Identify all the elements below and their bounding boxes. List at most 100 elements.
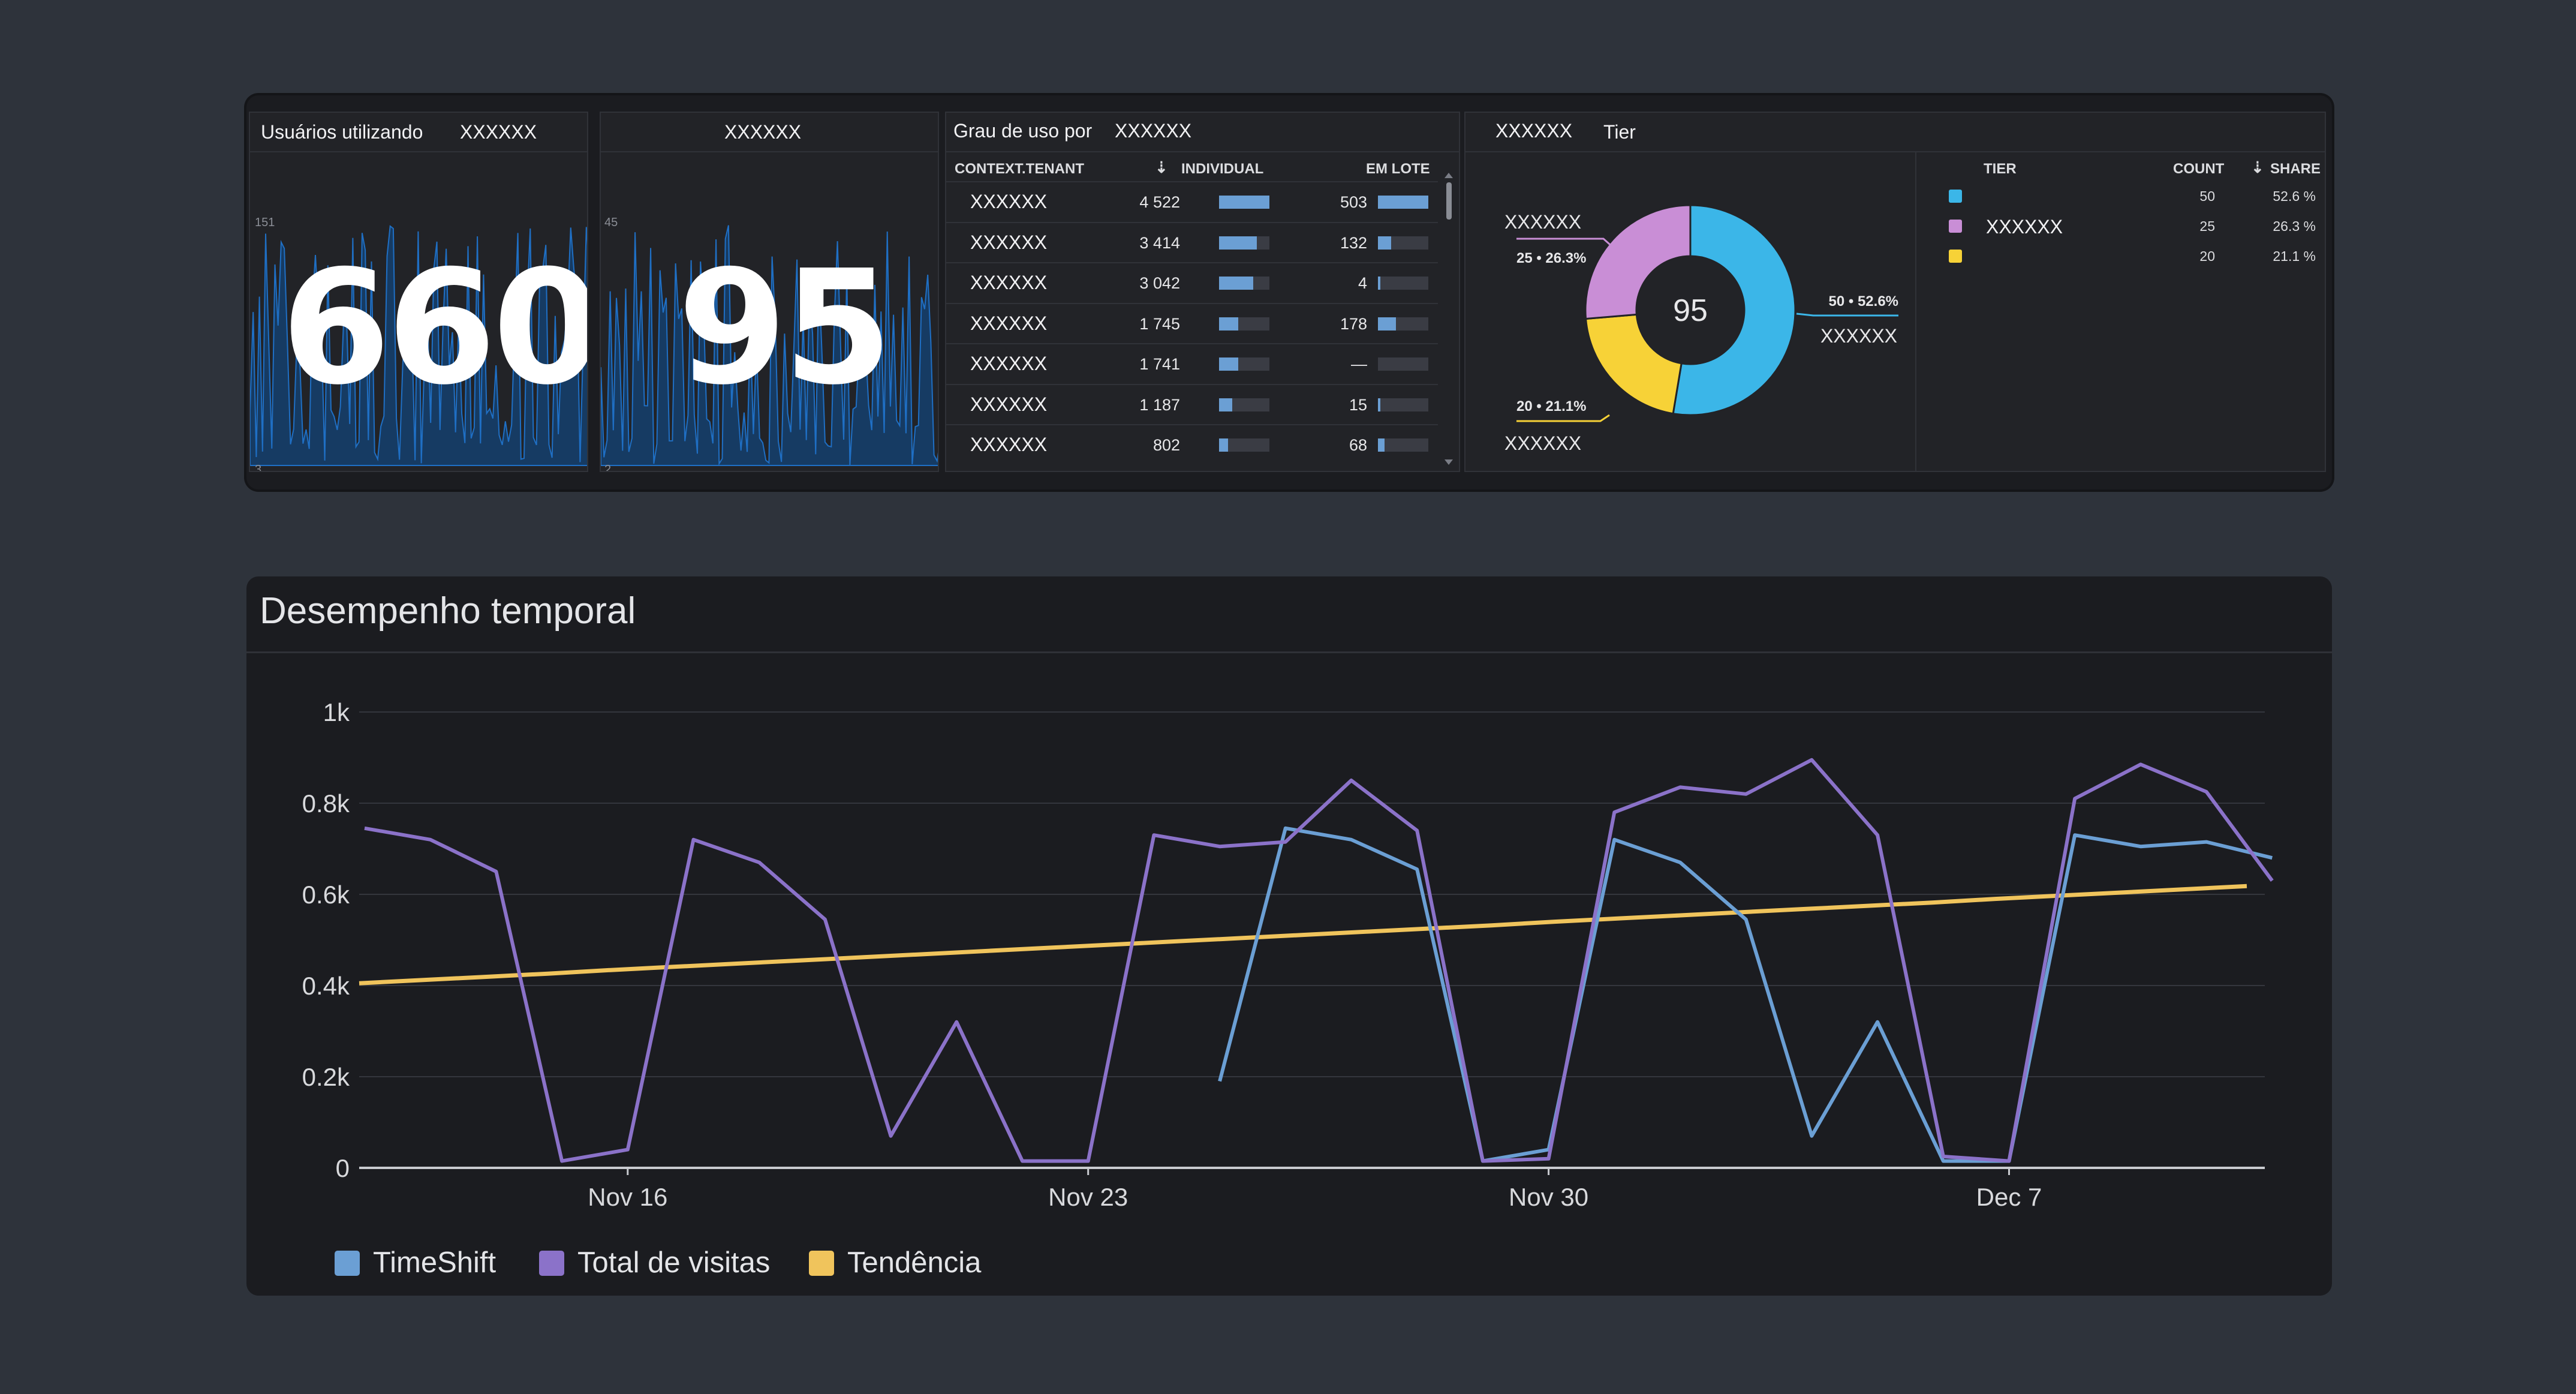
y-tick-label: 0.2k — [302, 1063, 350, 1091]
row-individual-bar-fill — [1219, 438, 1228, 452]
tier-legend-row[interactable]: XXXXXX 25 26.3 % — [1933, 211, 2323, 240]
leader-line — [1516, 238, 1615, 250]
tier-divider — [1915, 152, 1916, 471]
row-individual-value: 1 187 — [1139, 395, 1180, 414]
tier-legend-count: 50 — [2199, 188, 2215, 204]
legend-label-tendencia: Tendência — [847, 1246, 982, 1279]
table-row[interactable]: XXXXXX 3 042 4 — [946, 262, 1438, 302]
row-individual-bar — [1219, 357, 1269, 371]
tier-legend-row[interactable]: 50 52.6 % — [1933, 181, 2323, 210]
tier-legend-share: 21.1 % — [2273, 248, 2316, 264]
performance-line-chart[interactable]: 0 0.2k 0.4k 0.6k 0.8k 1k Nov 16 Nov 23 Nov 30 Dec… — [246, 576, 2332, 1296]
second-tile-name: XXXXXX — [724, 121, 802, 143]
leader-line — [1516, 414, 1610, 422]
row-lote-bar — [1378, 357, 1428, 371]
dashboard-top-panel: Usuários utilizando XXXXXX 151 3 660 XXX… — [246, 95, 2332, 489]
row-lote-bar — [1378, 398, 1428, 411]
row-individual-bar — [1219, 277, 1269, 290]
legend-col-tier[interactable]: TIER — [1984, 161, 2017, 177]
row-tenant-name: XXXXXX — [970, 191, 1048, 212]
row-individual-value: 4 522 — [1139, 193, 1180, 211]
donut-slice — [1584, 204, 1692, 320]
table-row[interactable]: XXXXXX 1 745 178 — [946, 302, 1438, 343]
tier-donut-chart[interactable]: 95 50 • 52.6% XXXXXX 20 • 21.1% XXXXXX 25 • 2… — [1465, 152, 1915, 472]
usage-table-column-headers: CONTEXT.TENANT ⇣ INDIVIDUAL EM LOTE — [946, 154, 1459, 181]
legend-label-total-visitas: Total de visitas — [577, 1246, 771, 1279]
scroll-thumb — [1446, 182, 1452, 220]
legend-col-share[interactable]: SHARE — [2270, 161, 2321, 177]
legend-col-count[interactable]: COUNT — [2173, 161, 2225, 177]
users-sparkline — [250, 225, 587, 466]
tier-tile-label: Tier — [1603, 121, 1636, 143]
sort-desc-icon[interactable]: ⇣ — [1155, 158, 1168, 176]
users-tile[interactable]: Usuários utilizando XXXXXX 151 3 660 — [249, 112, 588, 472]
column-context-tenant[interactable]: CONTEXT.TENANT — [955, 161, 1084, 177]
donut-center-value: 95 — [1673, 293, 1708, 328]
performance-panel: Desempenho temporal 0 0.2k 0.4k 0.6k 0.8k 1k N… — [246, 576, 2332, 1296]
row-individual-value: 1 741 — [1139, 355, 1180, 373]
row-lote-bar — [1378, 196, 1428, 209]
row-lote-bar — [1378, 438, 1428, 452]
table-scrollbar[interactable] — [1443, 173, 1454, 465]
legend-swatch-timeshift — [335, 1251, 360, 1276]
second-sparkline — [601, 225, 938, 466]
table-row[interactable]: XXXXXX 1 741 — — [946, 343, 1438, 383]
column-individual[interactable]: INDIVIDUAL — [1181, 161, 1264, 177]
column-em-lote[interactable]: EM LOTE — [1366, 161, 1430, 177]
row-lote-value: 15 — [1349, 395, 1367, 414]
table-row[interactable]: XXXXXX 3 414 132 — [946, 221, 1438, 262]
row-individual-bar — [1219, 317, 1269, 331]
tier-legend-share: 26.3 % — [2273, 218, 2316, 234]
users-tile-label: Usuários utilizando — [261, 121, 423, 143]
sparkline-area — [250, 225, 587, 466]
users-value: 660 — [281, 236, 588, 419]
row-individual-bar-fill — [1219, 236, 1257, 250]
legend-timeshift[interactable]: TimeShift — [335, 1246, 496, 1279]
x-tick-label: Dec 7 — [1976, 1183, 2042, 1211]
row-tenant-name: XXXXXX — [970, 272, 1048, 293]
donut-label-value: 20 • 21.1% — [1516, 398, 1586, 414]
row-individual-bar-fill — [1219, 277, 1253, 290]
sort-desc-icon[interactable]: ⇣ — [2251, 158, 2264, 176]
tier-tile-header: XXXXXX Tier — [1465, 113, 2325, 152]
legend-total-visitas[interactable]: Total de visitas — [539, 1246, 770, 1279]
total-visitas-line — [364, 758, 2274, 1163]
row-individual-bar — [1219, 196, 1269, 209]
timeshift-line — [1218, 826, 2273, 1163]
tier-legend-swatch — [1949, 220, 1962, 233]
tier-legend-row[interactable]: 20 21.1 % — [1933, 241, 2323, 270]
row-tenant-name: XXXXXX — [970, 393, 1048, 415]
usage-table-header: Grau de uso por XXXXXX — [946, 113, 1459, 152]
legend-swatch-tendencia — [809, 1251, 834, 1276]
row-individual-bar-fill — [1219, 357, 1239, 371]
row-lote-value: 178 — [1340, 314, 1367, 333]
legend-tendencia[interactable]: Tendência — [809, 1246, 981, 1279]
row-individual-value: 3 414 — [1139, 233, 1180, 252]
y-tick-label: 0.6k — [302, 881, 350, 909]
row-lote-bar-fill — [1378, 438, 1385, 452]
table-row[interactable]: XXXXXX 802 68 — [946, 424, 1438, 464]
performance-separator — [246, 651, 2332, 653]
sparkline-area — [601, 225, 938, 466]
row-lote-value: — — [1351, 355, 1367, 373]
donut-label-value: 50 • 52.6% — [1829, 293, 1898, 310]
usage-table-tile[interactable]: Grau de uso por XXXXXX CONTEXT.TENANT ⇣ … — [945, 112, 1460, 472]
table-row[interactable]: XXXXXX 4 522 503 — [946, 181, 1438, 221]
row-individual-bar — [1219, 438, 1269, 452]
tier-legend-swatch — [1949, 250, 1962, 263]
row-lote-value: 132 — [1340, 233, 1367, 252]
row-lote-bar — [1378, 236, 1428, 250]
second-spark-max: 45 — [604, 216, 618, 229]
row-individual-bar-fill — [1219, 398, 1232, 411]
row-lote-bar-fill — [1378, 398, 1380, 411]
legend-swatch-total-visitas — [539, 1251, 564, 1276]
second-tile[interactable]: XXXXXX 45 2 95 — [600, 112, 939, 472]
row-individual-bar — [1219, 236, 1269, 250]
tier-legend-name: XXXXXX — [1986, 216, 2063, 238]
donut-label-name: XXXXXX — [1504, 211, 1581, 233]
table-row[interactable]: XXXXXX 1 187 15 — [946, 383, 1438, 423]
tier-tile[interactable]: XXXXXX Tier 95 50 • 52.6% XXXXXX 20 • 21.1%… — [1464, 112, 2326, 472]
scroll-down-icon — [1445, 459, 1453, 465]
users-spark-min: 3 — [255, 463, 262, 472]
scroll-up-icon — [1445, 173, 1453, 178]
